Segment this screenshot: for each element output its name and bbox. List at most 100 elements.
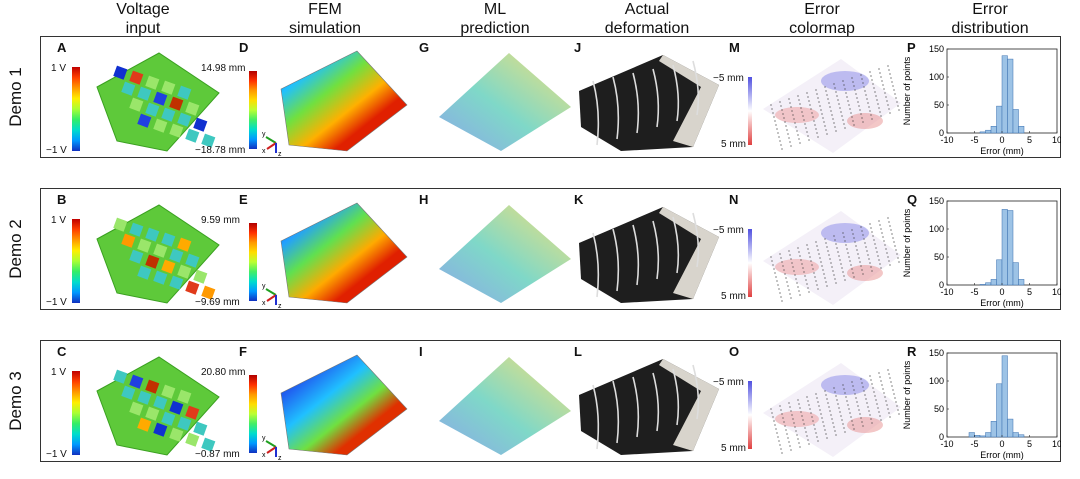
error-vector-dot xyxy=(853,237,855,239)
error-vector-dot xyxy=(807,135,809,137)
column-header-actual: Actual deformation xyxy=(572,0,722,38)
error-vector-dot xyxy=(827,402,829,404)
error-vector-dot xyxy=(863,86,865,88)
error-vector-dot xyxy=(834,278,836,280)
error-vector-dot xyxy=(825,394,827,396)
photo-stripes xyxy=(592,364,700,450)
error-vector-dot xyxy=(883,240,885,242)
error-vector-dot xyxy=(806,396,808,398)
electrode-stripe xyxy=(592,80,600,146)
electrode-stripe xyxy=(692,364,700,420)
electrode-stripe xyxy=(632,376,640,438)
row-label: Demo 3 xyxy=(0,340,34,462)
photo-sheet-light xyxy=(659,55,719,147)
error-vector-dot xyxy=(805,431,807,433)
error-colorbar xyxy=(748,229,752,297)
column-header-voltage: Voltage input xyxy=(68,0,218,38)
error-vector-dot xyxy=(790,258,792,260)
error-vector-dot xyxy=(816,284,818,286)
error-vector-dot xyxy=(854,241,856,243)
histogram-bar xyxy=(974,435,981,438)
error-vector-dot xyxy=(782,417,784,419)
error-vector-dot xyxy=(858,105,860,107)
error-vector-dot xyxy=(832,118,834,120)
error-vector-dot xyxy=(849,260,851,262)
error-vector-dot xyxy=(889,73,891,75)
x-tick-label: 5 xyxy=(1027,287,1032,297)
error-vector-dot xyxy=(816,132,818,134)
error-vector-dot xyxy=(849,412,851,414)
error-vector-dot xyxy=(889,416,891,418)
histogram-bar xyxy=(1018,126,1025,134)
error-vector-dot xyxy=(890,381,892,383)
error-vector-dot xyxy=(843,427,845,429)
electrode-pad xyxy=(113,369,128,384)
electrode-pad xyxy=(169,248,184,263)
error-vector-dot xyxy=(861,230,863,232)
column-header-line2: simulation xyxy=(288,20,362,37)
error-vector-dot xyxy=(847,252,849,254)
error-vector-dot xyxy=(889,225,891,227)
fem-simulation-surface xyxy=(280,354,408,456)
error-vector-dot xyxy=(777,284,779,286)
error-vector-dot xyxy=(856,97,858,99)
error-vector-dot xyxy=(884,92,886,94)
error-vector-dot xyxy=(877,407,879,409)
x-axis-label: Error (mm) xyxy=(980,146,1024,156)
error-vector-dot xyxy=(770,408,772,410)
error-vector-dot xyxy=(770,256,772,258)
error-vector-dot xyxy=(879,224,881,226)
error-vector-dot xyxy=(873,239,875,241)
error-vector-dot xyxy=(775,276,777,278)
error-vector-dot xyxy=(779,405,781,407)
electrode-pad xyxy=(153,118,168,133)
electrode-pad xyxy=(201,133,216,148)
histogram-bar xyxy=(1001,355,1008,438)
error-vector-dot xyxy=(790,449,792,451)
error-vector-dot xyxy=(879,72,881,74)
error-vector-dot xyxy=(835,395,837,397)
axis-x-label: x xyxy=(262,452,266,459)
electrode-stripe xyxy=(612,228,620,292)
error-vector-dot xyxy=(889,112,891,114)
error-vector-dot xyxy=(814,276,816,278)
error-vector-dot xyxy=(826,398,828,400)
error-vector-dot xyxy=(874,395,876,397)
error-vector-dot xyxy=(798,290,800,292)
error-vector-dot xyxy=(854,89,856,91)
column-header-line1: Error xyxy=(972,1,1008,18)
error-vector-dot xyxy=(897,105,899,107)
error-vector-dot xyxy=(844,127,846,129)
error-vector-dot xyxy=(800,259,802,261)
error-vector-dot xyxy=(809,256,811,258)
error-vector-dot xyxy=(844,88,846,90)
row-label-text: Demo 3 xyxy=(6,371,25,431)
error-vector-dot xyxy=(865,398,867,400)
error-vector-dot xyxy=(786,281,788,283)
electrode-stripe xyxy=(612,76,620,140)
error-vector-dot xyxy=(851,381,853,383)
error-vector-dot xyxy=(830,414,832,416)
electrode-stripe xyxy=(592,384,600,450)
error-vector-dot xyxy=(829,410,831,412)
error-vector-dot xyxy=(862,386,864,388)
error-vector-dot xyxy=(878,372,880,374)
error-vector-dot xyxy=(883,88,885,90)
error-vector-dot xyxy=(826,94,828,96)
electrode-pad xyxy=(161,107,176,122)
x-tick-label: 5 xyxy=(1027,135,1032,145)
error-vector-dot xyxy=(845,244,847,246)
error-vector-dot xyxy=(890,229,892,231)
electrode-pad xyxy=(185,128,200,143)
error-vector-dot xyxy=(779,444,781,446)
error-vector-dot xyxy=(839,107,841,109)
histogram-bar xyxy=(1001,209,1008,286)
error-vector-dot xyxy=(861,117,863,119)
error-vector-dot xyxy=(824,277,826,279)
error-vector-dot xyxy=(838,103,840,105)
error-vector-dot xyxy=(864,90,866,92)
x-tick-label: -10 xyxy=(940,287,953,297)
x-axis-label: Error (mm) xyxy=(980,450,1024,460)
error-vector-dot xyxy=(808,404,810,406)
x-tick-label: -5 xyxy=(970,135,978,145)
